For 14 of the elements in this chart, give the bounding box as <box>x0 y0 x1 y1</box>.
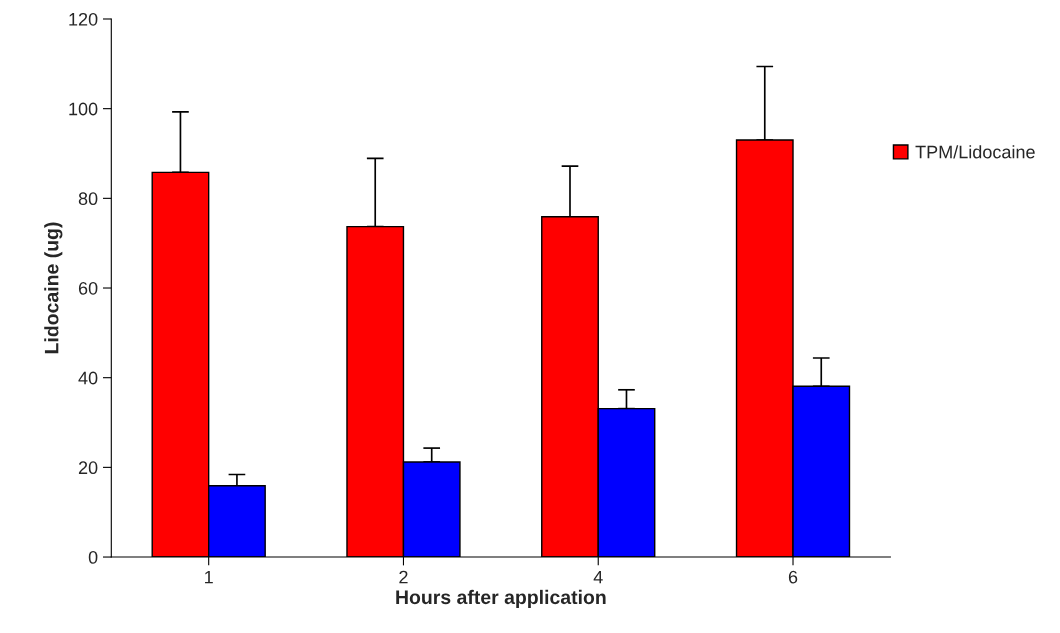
x-tick-label: 2 <box>399 570 408 584</box>
y-tick-label: 120 <box>69 12 98 26</box>
y-tick-label: 0 <box>88 550 98 564</box>
y-tick-label: 40 <box>78 371 98 385</box>
legend-label: TPM/Lidocaine <box>915 145 1035 159</box>
x-tick-label: 4 <box>593 570 603 584</box>
x-tick-label: 1 <box>205 570 213 584</box>
y-axis-title: Lidocaine (ug) <box>44 222 63 354</box>
x-axis-title: Hours after application <box>396 589 606 608</box>
y-tick-label: 80 <box>78 192 98 206</box>
y-tick-label: 60 <box>78 281 98 295</box>
y-tick-label: 20 <box>78 461 98 475</box>
y-tick-label: 100 <box>69 102 98 116</box>
x-tick-label: 6 <box>788 570 798 584</box>
